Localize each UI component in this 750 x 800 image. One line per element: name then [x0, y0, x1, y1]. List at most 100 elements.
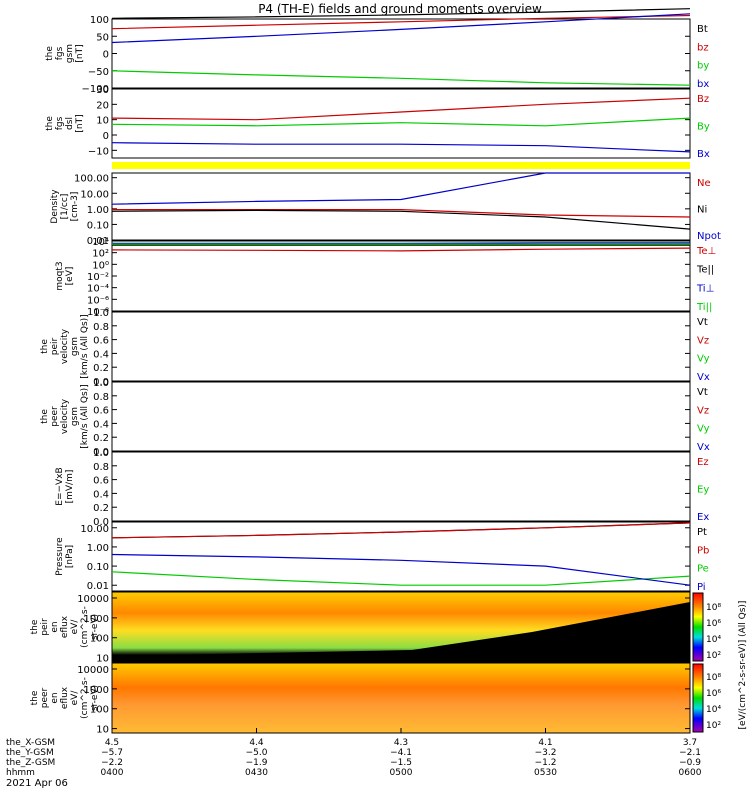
series-line-By [111, 117, 691, 127]
panel-peir_en_eflux: 10000 1000 100 10 the peir en eflux eV/(cm^2-s-s… [30, 591, 691, 665]
y-tick-label: 0.8 [93, 462, 109, 473]
legend-label: Pb [697, 545, 709, 556]
y-tick-label: 10 [96, 116, 109, 127]
series-line-by [111, 70, 691, 86]
y-axis-label-line: peer [40, 687, 50, 708]
panel-density: 100.00 10.00 1.00 0.10 0.01 Density [1/cc] [cm-… [50, 172, 721, 247]
panel-fgs_gsm: 100 50 0 −50 −100 the fgs gsm [nT] Bt bz by bx [45, 8, 709, 95]
y-tick-label: 1000 [84, 685, 109, 696]
y-axis-label: the peer velocity gsm [km/s (All Qs)] [40, 384, 90, 448]
x-row-value: −4.1 [390, 748, 412, 758]
y-axis-label-line: peer [50, 406, 60, 427]
y-axis-label-line: (cm^2-s- [80, 677, 90, 719]
y-axis-label-line: the [45, 116, 55, 131]
panel-efield: 1.0 0.8 0.6 0.4 0.2 0.0 E=−VxB [mV/m] Ez Ey Ex [55, 448, 709, 528]
y-axis-label-line: gsm [70, 407, 80, 426]
x-row-value: −3.2 [535, 748, 557, 758]
series-line-Pb [111, 522, 691, 539]
y-axis-label: Pressure [nPa] [55, 537, 75, 576]
y-axis-label-line: velocity [60, 328, 70, 364]
date-label: 2021 Apr 06 [6, 778, 68, 789]
y-tick-label: 0.6 [93, 476, 109, 487]
legend-label: Bz [697, 94, 709, 105]
x-row-value: −2.1 [679, 748, 701, 758]
y-tick-label: 10⁻² [87, 272, 109, 283]
panel-frame [111, 311, 691, 382]
y-axis-label-line: sr-eV) [90, 685, 100, 711]
series-line-Ni [111, 209, 691, 230]
x-row-value: 0400 [101, 768, 124, 778]
y-tick-label: 10² [92, 249, 109, 260]
heatmap-low-flux-region [112, 602, 690, 662]
legend-label: Pt [697, 527, 707, 538]
legend-label: Ey [697, 485, 709, 496]
colorbar-label: [eV/(cm^2-s-sr-eV)] (All Qs)] [738, 601, 748, 730]
y-tick-label: 1.0 [93, 448, 109, 459]
x-row-value: 4.1 [538, 738, 552, 748]
data-quality-band [112, 162, 690, 169]
y-tick-label: 0.8 [93, 322, 109, 333]
y-axis-label-line: [nT] [75, 114, 85, 132]
y-tick-label: 1.00 [87, 205, 109, 216]
y-axis-label-line: eV/ [70, 690, 80, 706]
y-axis-label-line: gsm [70, 337, 80, 356]
y-axis-label: moqt3 [eV] [55, 261, 75, 290]
x-row-label: the_Y-GSM [6, 748, 54, 758]
panel-fgs_dsl: 30 20 10 0 −10 the fgs dsl [nT] Bz By Bx [45, 85, 710, 160]
panel-frame [111, 381, 691, 452]
y-tick-label: 0.2 [93, 363, 109, 374]
colorbar: 10⁸ 10⁶ 10⁴ 10² 10⁸ 10⁶ 10⁴ 10² [eV/(cm^2-s-sr-e… [692, 592, 748, 733]
y-tick-label: 0.6 [93, 406, 109, 417]
y-tick-label: 0.6 [93, 336, 109, 347]
x-row-value: −1.9 [246, 758, 268, 768]
legend-label: By [697, 122, 710, 133]
y-tick-label: 10000 [77, 594, 109, 605]
colorbar-tick: 10² [706, 651, 721, 661]
series-line-Bt [111, 8, 691, 19]
colorbar-tick: 10⁸ [706, 673, 721, 683]
y-tick-label: 1000 [84, 614, 109, 625]
y-axis-label-line: E=−VxB [55, 467, 65, 505]
legend-label: Vz [697, 335, 709, 346]
y-axis-label-line: dsl [65, 117, 75, 130]
y-tick-label: 10⁻⁸ [87, 307, 109, 318]
panel-frame [111, 172, 691, 241]
x-row-value: −0.9 [679, 758, 701, 768]
series-line-Ne [112, 209, 691, 218]
y-axis-label-line: eV/ [70, 619, 80, 635]
colorbar-label-group: [eV/(cm^2-s-sr-eV)] (All Qs)] [738, 601, 748, 730]
y-tick-label: 0.4 [93, 419, 109, 430]
legend-label: Ez [697, 457, 709, 468]
y-axis-label-line: sr-eV) [90, 614, 100, 640]
y-tick-label: 1.0 [93, 308, 109, 319]
y-tick-label: 10.00 [80, 189, 109, 200]
y-axis-label: the peer en eflux eV/(cm^2-s-sr-eV) [30, 677, 100, 719]
series-line-Pe [111, 571, 691, 586]
y-axis-label-line: the [30, 690, 40, 705]
legend-label: Vx [697, 442, 710, 453]
y-axis-label-line: velocity [60, 398, 70, 434]
y-axis-label-line: the [40, 409, 50, 424]
x-row-value: −1.5 [390, 758, 412, 768]
y-tick-label: 100 [90, 634, 109, 645]
y-tick-label: 10000 [77, 665, 109, 676]
y-tick-label: 0.10 [87, 220, 109, 231]
x-row-value: 0600 [679, 768, 702, 778]
y-axis-label-line: [eV] [65, 267, 75, 286]
legend-label: Pi [697, 582, 706, 593]
y-axis-label-line: [nPa] [65, 545, 75, 568]
y-axis-label-line: moqt3 [55, 261, 65, 290]
y-tick-label: 100 [90, 15, 109, 26]
series-line-Pt [111, 522, 691, 539]
y-tick-label: 0.2 [93, 433, 109, 444]
panel-frame [111, 521, 691, 592]
y-axis-label-line: the [40, 339, 50, 354]
y-axis-label-line: the [45, 46, 55, 61]
x-row-value: 0500 [390, 768, 413, 778]
panel-frame [111, 591, 691, 663]
series-line-Te⊥ [111, 247, 691, 252]
y-tick-label: −50 [88, 67, 109, 78]
series-line-Pi [111, 553, 691, 586]
legend-label: bz [697, 42, 709, 53]
